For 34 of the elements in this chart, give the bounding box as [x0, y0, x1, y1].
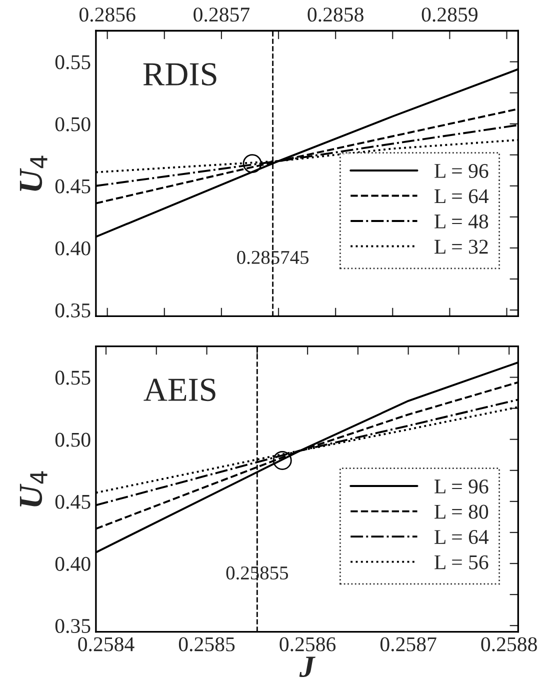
y-tick-label: 0.45	[55, 179, 90, 194]
y-tick-label: 0.35	[55, 618, 90, 634]
y-tick-label: 0.55	[55, 370, 90, 385]
x-tick-label: 0.2586	[280, 637, 336, 652]
x-axis-title: J	[299, 656, 316, 678]
legend-label: L = 64	[434, 189, 489, 204]
y-tick-label: 0.55	[55, 55, 90, 70]
x-tick-label: 0.2587	[380, 637, 436, 652]
y-tick-label: 0.40	[55, 556, 90, 572]
legend-label: L = 48	[434, 214, 488, 229]
y-tick-label: 0.50	[55, 117, 90, 132]
x-tick-label: 0.2858	[308, 8, 364, 22]
x-tick-label: 0.2584	[78, 637, 134, 652]
ref-line-label: 0.25855	[226, 566, 288, 580]
legend-label: L = 56	[434, 555, 488, 570]
x-tick-label: 0.2859	[422, 8, 478, 22]
y-tick-label: 0.40	[55, 241, 90, 256]
legend-label: L = 32	[434, 240, 488, 254]
x-tick-label: 0.2856	[79, 8, 136, 22]
text: AEIS	[144, 378, 216, 402]
legend-label: L = 96	[434, 164, 488, 178]
text: RDIS	[143, 63, 216, 86]
y-tick-label: 0.35	[55, 303, 90, 318]
legend-label: L = 96	[434, 480, 488, 494]
x-tick-label: 0.2585	[178, 637, 235, 652]
ref-line-label: 0.285745	[237, 250, 309, 264]
y-tick-label: 0.50	[55, 432, 90, 447]
x-tick-label: 0.2857	[194, 8, 250, 22]
y-tick-label: 0.45	[55, 494, 90, 509]
y-axis-title: U$_{4}$	[20, 156, 48, 191]
legend-label: L = 80	[434, 504, 488, 519]
x-tick-label: 0.2588	[481, 637, 537, 652]
legend-label: L = 64	[434, 530, 489, 544]
y-axis-title: U$_{4}$	[20, 471, 48, 506]
